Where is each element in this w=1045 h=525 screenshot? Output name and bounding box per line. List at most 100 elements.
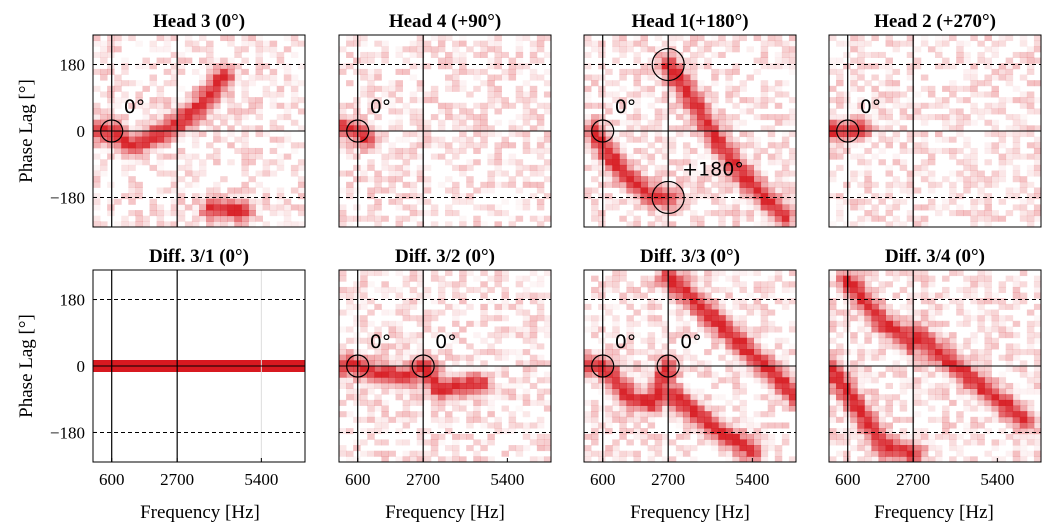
heatmap-cell: [367, 68, 375, 75]
heatmap-cell: [584, 119, 592, 126]
heatmap-cell: [430, 332, 439, 339]
heatmap-cell: [781, 40, 790, 47]
heatmap-cell: [1033, 388, 1041, 395]
heatmap-cell: [184, 119, 193, 126]
heatmap-cell: [619, 176, 627, 183]
heatmap-cell: [732, 142, 740, 149]
heatmap-cell: [654, 68, 663, 75]
heatmap-cell: [633, 309, 641, 316]
heatmap-cell: [970, 360, 978, 367]
heatmap-cell: [984, 221, 992, 227]
heatmap-cell: [647, 176, 656, 183]
heatmap-cell: [654, 136, 663, 143]
heatmap-cell: [654, 388, 663, 395]
heatmap-cell: [675, 315, 684, 322]
heatmap-cell: [290, 40, 299, 47]
heatmap-cell: [612, 142, 620, 149]
heatmap-cell: [998, 35, 1007, 42]
heatmap-cell: [430, 46, 439, 53]
heatmap-cell: [640, 349, 648, 356]
heatmap-cell: [191, 114, 200, 121]
heatmap-cell: [991, 51, 999, 58]
heatmap-cell: [892, 198, 901, 205]
heatmap-cell: [963, 377, 971, 384]
heatmap-cell: [543, 136, 551, 143]
heatmap-cell: [781, 187, 790, 194]
heatmap-cell: [690, 292, 698, 299]
heatmap-cell: [661, 292, 670, 299]
heatmap-cell: [788, 35, 796, 42]
x-tick-label: 600: [345, 470, 371, 489]
heatmap-cell: [718, 193, 726, 200]
heatmap-cell: [949, 147, 957, 154]
heatmap-cell: [675, 74, 684, 81]
heatmap-cell: [850, 377, 858, 384]
heatmap-cell: [381, 136, 389, 143]
heatmap-cell: [1026, 377, 1035, 384]
heatmap-cell: [598, 40, 606, 47]
heatmap-cell: [213, 57, 221, 64]
heatmap-cell: [515, 85, 524, 92]
heatmap-cell: [234, 51, 242, 58]
heatmap-cell: [494, 35, 502, 42]
heatmap-cell: [598, 215, 606, 222]
heatmap-cell: [1019, 411, 1028, 418]
heatmap-cell: [591, 411, 599, 418]
heatmap-cell: [732, 428, 740, 435]
heatmap-cell: [753, 204, 762, 211]
heatmap-cell: [536, 309, 545, 316]
heatmap-cell: [494, 57, 502, 64]
heatmap-cell: [668, 221, 677, 227]
heatmap-cell: [836, 210, 844, 217]
heatmap-cell: [949, 349, 957, 356]
heatmap-cell: [927, 303, 936, 310]
heatmap-cell: [767, 292, 776, 299]
heatmap-cell: [388, 326, 396, 333]
heatmap-cell: [508, 445, 517, 452]
heatmap-cell: [920, 388, 929, 395]
heatmap-cell: [984, 337, 992, 344]
heatmap-cell: [584, 136, 592, 143]
heatmap-cell: [843, 270, 851, 277]
heatmap-cell: [942, 198, 950, 205]
heatmap-cell: [878, 354, 886, 361]
heatmap-cell: [871, 405, 879, 412]
heatmap-cell: [850, 428, 858, 435]
heatmap-cell: [913, 91, 922, 98]
heatmap-cell: [107, 204, 115, 211]
heatmap-cell: [452, 292, 460, 299]
heatmap-cell: [850, 176, 858, 183]
heatmap-cell: [353, 40, 361, 47]
heatmap-cell: [899, 332, 908, 339]
heatmap-cell: [654, 366, 663, 373]
heatmap-cell: [942, 303, 950, 310]
heatmap-cell: [711, 433, 719, 440]
heatmap-cell: [864, 286, 872, 293]
heatmap-cell: [170, 68, 179, 75]
heatmap-cell: [1019, 349, 1028, 356]
heatmap-cell: [626, 68, 634, 75]
heatmap-cell: [767, 204, 776, 211]
heatmap-cell: [697, 114, 705, 121]
heatmap-cell: [864, 147, 872, 154]
heatmap-cell: [353, 57, 361, 64]
heatmap-cell: [718, 187, 726, 194]
heatmap-cell: [998, 68, 1007, 75]
heatmap-cell: [536, 354, 545, 361]
heatmap-cell: [746, 164, 754, 171]
heatmap-cell: [409, 215, 418, 222]
heatmap-cell: [640, 399, 648, 406]
heatmap-cell: [612, 131, 620, 138]
heatmap-cell: [522, 399, 531, 406]
heatmap-cell: [892, 85, 901, 92]
heatmap-cell: [107, 63, 115, 70]
heatmap-cell: [774, 450, 783, 457]
heatmap-cell: [93, 170, 101, 177]
heatmap-cell: [409, 286, 418, 293]
heatmap-cell: [114, 153, 122, 160]
heatmap-cell: [502, 383, 509, 389]
heatmap-cell: [1026, 198, 1035, 205]
heatmap-cell: [682, 445, 691, 452]
heatmap-cell: [836, 40, 844, 47]
heatmap-cell: [949, 80, 957, 87]
